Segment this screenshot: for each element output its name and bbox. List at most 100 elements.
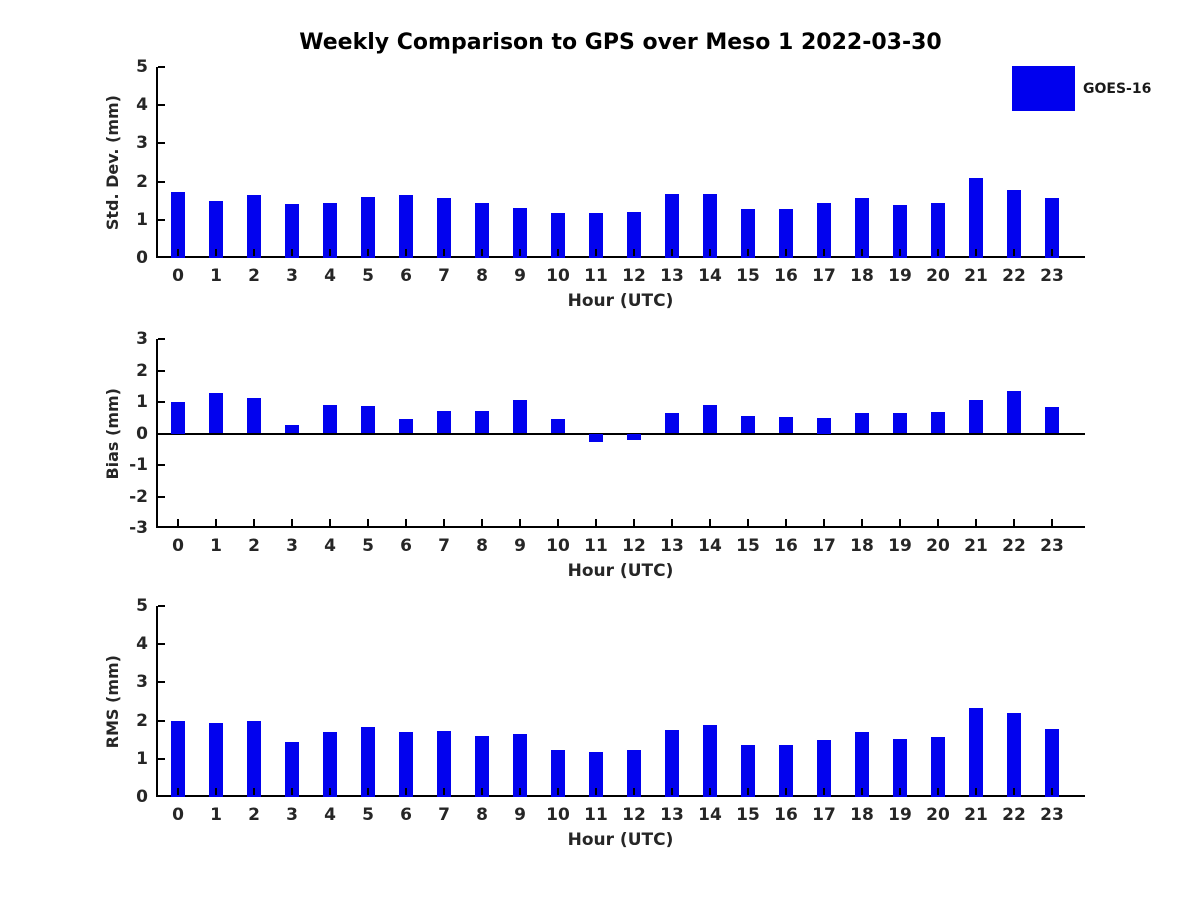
bar-hour-7 bbox=[437, 198, 451, 258]
x-tick-label: 13 bbox=[660, 266, 684, 286]
subplot-std-dev: Std. Dev. (mm) 0 1 2 3 4 5 0 1 2 3 4 5 6 7 8 9 10 11 12 13 1… bbox=[103, 57, 1085, 311]
x-tick-label: 9 bbox=[514, 805, 526, 825]
y-tick bbox=[158, 757, 165, 760]
y-tick-label: 0 bbox=[136, 248, 148, 268]
bar-hour-3 bbox=[285, 742, 299, 797]
bar-hour-17 bbox=[817, 203, 831, 258]
y-tick-label: 2 bbox=[136, 710, 148, 731]
x-tick bbox=[709, 788, 711, 795]
bar-hour-15 bbox=[741, 416, 755, 434]
y-tick bbox=[158, 142, 165, 145]
x-tick bbox=[291, 519, 293, 526]
x-tick bbox=[671, 788, 673, 795]
x-tick-label: 2 bbox=[248, 805, 260, 825]
y-tick-label: 0 bbox=[136, 423, 148, 444]
bar-hour-18 bbox=[855, 198, 869, 258]
bar-hour-9 bbox=[513, 207, 527, 258]
y-tick-label: 4 bbox=[136, 634, 148, 655]
x-axis-label-bias: Hour (UTC) bbox=[567, 561, 674, 581]
bar-hour-11 bbox=[589, 213, 603, 258]
x-tick-label: 4 bbox=[324, 805, 336, 825]
bar-hour-8 bbox=[475, 202, 489, 258]
x-tick bbox=[443, 788, 445, 795]
y-tick bbox=[158, 464, 165, 466]
x-tick bbox=[709, 249, 711, 256]
x-tick-label: 20 bbox=[926, 266, 950, 286]
y-tick-label: -2 bbox=[129, 486, 148, 507]
zero-line bbox=[158, 432, 1085, 435]
y-tick-label: 1 bbox=[136, 209, 148, 230]
bar-hour-21 bbox=[969, 707, 983, 797]
bar-hour-2 bbox=[247, 194, 261, 258]
bar-hour-5 bbox=[361, 727, 375, 797]
x-tick bbox=[253, 519, 255, 526]
bar-hour-8 bbox=[475, 735, 489, 797]
x-tick-label: 6 bbox=[400, 805, 412, 825]
x-tick-label: 14 bbox=[698, 805, 722, 825]
bar-hour-19 bbox=[893, 204, 907, 258]
bar-hour-9 bbox=[513, 733, 527, 797]
x-tick-label: 10 bbox=[546, 266, 570, 286]
bar-hour-20 bbox=[931, 203, 945, 258]
x-tick-label: 0 bbox=[172, 266, 184, 286]
x-tick-label: 20 bbox=[926, 536, 950, 556]
x-tick bbox=[253, 788, 255, 795]
subplot-bias: Bias (mm) -3 -2 -1 0 1 2 3 0 1 2 3 4 5 6 7 8 9 10 11 12 13 14… bbox=[103, 329, 1085, 581]
legend: GOES-16 bbox=[1012, 66, 1151, 111]
x-tick-label: 3 bbox=[286, 266, 298, 286]
y-tick bbox=[158, 495, 165, 498]
bar-hour-1 bbox=[209, 393, 223, 434]
x-tick bbox=[823, 519, 825, 526]
bar-hour-15 bbox=[741, 209, 755, 258]
y-tick bbox=[158, 401, 165, 403]
legend-label: GOES-16 bbox=[1083, 80, 1152, 97]
y-tick-label: -3 bbox=[129, 518, 148, 538]
y-tick-label: 5 bbox=[136, 596, 148, 616]
bar-hour-3 bbox=[285, 424, 299, 434]
x-tick bbox=[481, 788, 483, 795]
x-tick-label: 23 bbox=[1040, 266, 1064, 286]
x-tick bbox=[785, 249, 787, 256]
x-tick bbox=[1013, 249, 1015, 256]
x-tick-label: 14 bbox=[698, 536, 722, 556]
y-tick-label: 3 bbox=[136, 329, 148, 349]
x-tick bbox=[329, 249, 331, 256]
bar-hour-7 bbox=[437, 730, 451, 797]
bar-hour-0 bbox=[171, 402, 185, 434]
bar-hour-9 bbox=[513, 400, 527, 434]
x-tick-label: 19 bbox=[888, 805, 912, 825]
x-tick bbox=[823, 249, 825, 256]
bar-hour-18 bbox=[855, 413, 869, 434]
bar-hour-0 bbox=[171, 720, 185, 797]
x-tick bbox=[291, 249, 293, 256]
x-tick bbox=[1051, 788, 1053, 795]
y-tick bbox=[158, 218, 165, 221]
y-axis-label-text: RMS (mm) bbox=[102, 654, 122, 749]
x-tick bbox=[177, 249, 179, 256]
bar-hour-5 bbox=[361, 406, 375, 434]
y-tick bbox=[158, 681, 165, 684]
x-tick bbox=[367, 249, 369, 256]
x-tick-label: 2 bbox=[248, 536, 260, 556]
x-tick-label: 14 bbox=[698, 266, 722, 286]
bar-hour-10 bbox=[551, 749, 565, 797]
bar-hour-10 bbox=[551, 419, 565, 434]
x-tick bbox=[671, 249, 673, 256]
figure-title: Weekly Comparison to GPS over Meso 1 202… bbox=[299, 30, 942, 55]
x-tick bbox=[899, 519, 901, 526]
x-tick-label: 11 bbox=[584, 536, 608, 556]
x-tick bbox=[405, 249, 407, 256]
x-tick bbox=[747, 249, 749, 256]
x-tick bbox=[1051, 249, 1053, 256]
x-tick bbox=[1013, 788, 1015, 795]
x-tick-label: 15 bbox=[736, 536, 760, 556]
x-tick bbox=[861, 249, 863, 256]
bar-hour-23 bbox=[1045, 198, 1059, 258]
bar-hour-20 bbox=[931, 736, 945, 797]
x-tick bbox=[595, 519, 597, 526]
x-tick bbox=[823, 788, 825, 795]
x-tick-label: 8 bbox=[476, 536, 488, 556]
x-tick bbox=[367, 519, 369, 526]
x-tick bbox=[785, 788, 787, 795]
